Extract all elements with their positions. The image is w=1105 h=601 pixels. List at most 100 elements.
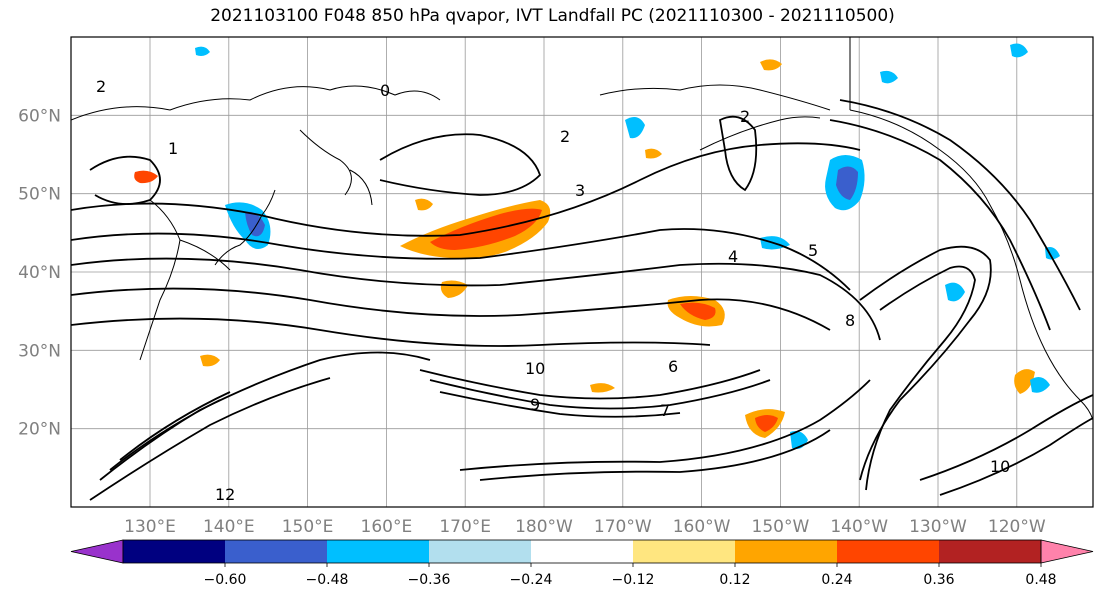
contour-line [71, 257, 881, 341]
colorbar-tick-label: −0.24 [510, 572, 553, 588]
anomaly-patch-negative [625, 116, 645, 139]
anomaly-patch-positive [200, 354, 220, 367]
colorbar-frame [122, 539, 1042, 564]
colorbar-tick-label: 0.12 [719, 572, 750, 588]
lat-label: 30°N [18, 341, 61, 361]
contour-label: 3 [575, 181, 585, 200]
latitude-labels: 60°N 50°N 40°N 30°N 20°N [18, 106, 61, 439]
contour-label: 1 [168, 139, 178, 158]
contour-label: 4 [728, 247, 738, 266]
colorbar: −0.60 −0.48 −0.36 −0.24 −0.12 0.12 0.24 0.36 0.4… [70, 539, 1094, 588]
contour-line [71, 228, 851, 291]
colorbar-segment [735, 540, 838, 563]
colorbar-segment [225, 540, 328, 563]
contour-line [419, 369, 761, 400]
lon-label: 120°W [988, 517, 1046, 537]
colorbar-tick-label: −0.48 [306, 572, 349, 588]
colorbar-segment [123, 540, 226, 563]
contour-line [459, 379, 871, 471]
coastline-asia [71, 85, 441, 361]
coastlines [71, 37, 1093, 421]
colorbar-segment [939, 540, 1042, 563]
contour-line [89, 155, 161, 205]
coastline-north-america [849, 37, 1093, 421]
map-panel: 2 2 0 2 3 4 5 6 8 9 10 12 1 7 10 [70, 36, 1094, 508]
graticule [71, 37, 1093, 507]
anomaly-patch-positive [760, 59, 782, 71]
contour-line [839, 99, 1081, 311]
contour-line [919, 394, 1093, 481]
contour-label: 12 [215, 485, 235, 504]
colorbar-segment [531, 540, 634, 563]
lon-label: 140°W [830, 517, 888, 537]
colorbar-segment [633, 540, 736, 563]
contour-line [719, 115, 758, 192]
contour-line [429, 379, 771, 410]
contour-label: 0 [380, 81, 390, 100]
anomaly-patch-negative-strong [836, 166, 858, 200]
contour-label: 2 [740, 107, 750, 126]
lon-label: 150°E [282, 517, 334, 537]
anomaly-patch-negative [195, 46, 210, 56]
contour-line [829, 119, 1051, 331]
colorbar-tick-label: 0.36 [923, 572, 954, 588]
contour-label: 9 [530, 395, 540, 414]
anomaly-patch-positive [590, 383, 615, 393]
contour-labels: 2 2 0 2 3 4 5 6 8 9 10 12 1 7 10 [96, 77, 1010, 504]
lon-label: 170°E [439, 517, 491, 537]
contour-line [859, 245, 992, 481]
contour-line [109, 399, 221, 471]
contour-line [439, 391, 681, 418]
colorbar-tick-label: −0.60 [204, 572, 247, 588]
contour-line [99, 351, 431, 481]
contour-label: 2 [96, 77, 106, 96]
contour-line [939, 417, 1093, 496]
anomaly-patch-negative [880, 70, 898, 84]
contour-line [71, 317, 711, 347]
contour-line [379, 133, 542, 196]
lon-label: 130°E [124, 517, 176, 537]
lat-label: 40°N [18, 263, 61, 283]
colorbar-extend-high [1040, 539, 1094, 564]
lat-label: 60°N [18, 106, 61, 126]
lon-label: 180°W [515, 517, 573, 537]
contour-label: 10 [990, 457, 1010, 476]
anomaly-patch-positive [134, 170, 158, 184]
contour-line [71, 142, 861, 237]
lon-label: 160°E [361, 517, 413, 537]
anomaly-patch-positive [1014, 369, 1035, 394]
colorbar-segment [429, 540, 532, 563]
map-frame [70, 36, 1094, 508]
ivt-contours [71, 99, 1093, 501]
lon-label: 160°W [673, 517, 731, 537]
lon-label: 150°W [752, 517, 810, 537]
lat-label: 50°N [18, 185, 61, 205]
contour-label: 6 [668, 357, 678, 376]
contour-line [479, 429, 831, 481]
contour-label: 10 [525, 359, 545, 378]
anomaly-patch-negative [1010, 43, 1028, 58]
contour-label: 8 [845, 311, 855, 330]
colorbar-tick-label: −0.12 [612, 572, 655, 588]
anomaly-patch-negative [945, 282, 965, 302]
lon-label: 130°W [909, 517, 967, 537]
lat-label: 20°N [18, 420, 61, 440]
contour-line [71, 287, 831, 331]
contour-line [89, 377, 331, 501]
lon-label: 170°W [594, 517, 652, 537]
anomaly-patch-strong [680, 302, 716, 320]
contour-label: 7 [660, 401, 670, 420]
anomaly-patch-strong [755, 415, 778, 432]
coastline-alaska [599, 84, 831, 151]
longitude-labels: 130°E 140°E 150°E 160°E 170°E 180°W 170°W 160°W… [124, 517, 1046, 537]
filled-anomalies [134, 43, 1060, 449]
contour-label: 5 [808, 241, 818, 260]
contour-line [119, 391, 231, 461]
anomaly-patch-strong [430, 208, 542, 250]
anomaly-patch-positive [645, 148, 662, 159]
contour-line [865, 265, 976, 491]
lon-label: 140°E [203, 517, 255, 537]
colorbar-segment [327, 540, 430, 563]
anomaly-patch-negative [1045, 247, 1060, 260]
